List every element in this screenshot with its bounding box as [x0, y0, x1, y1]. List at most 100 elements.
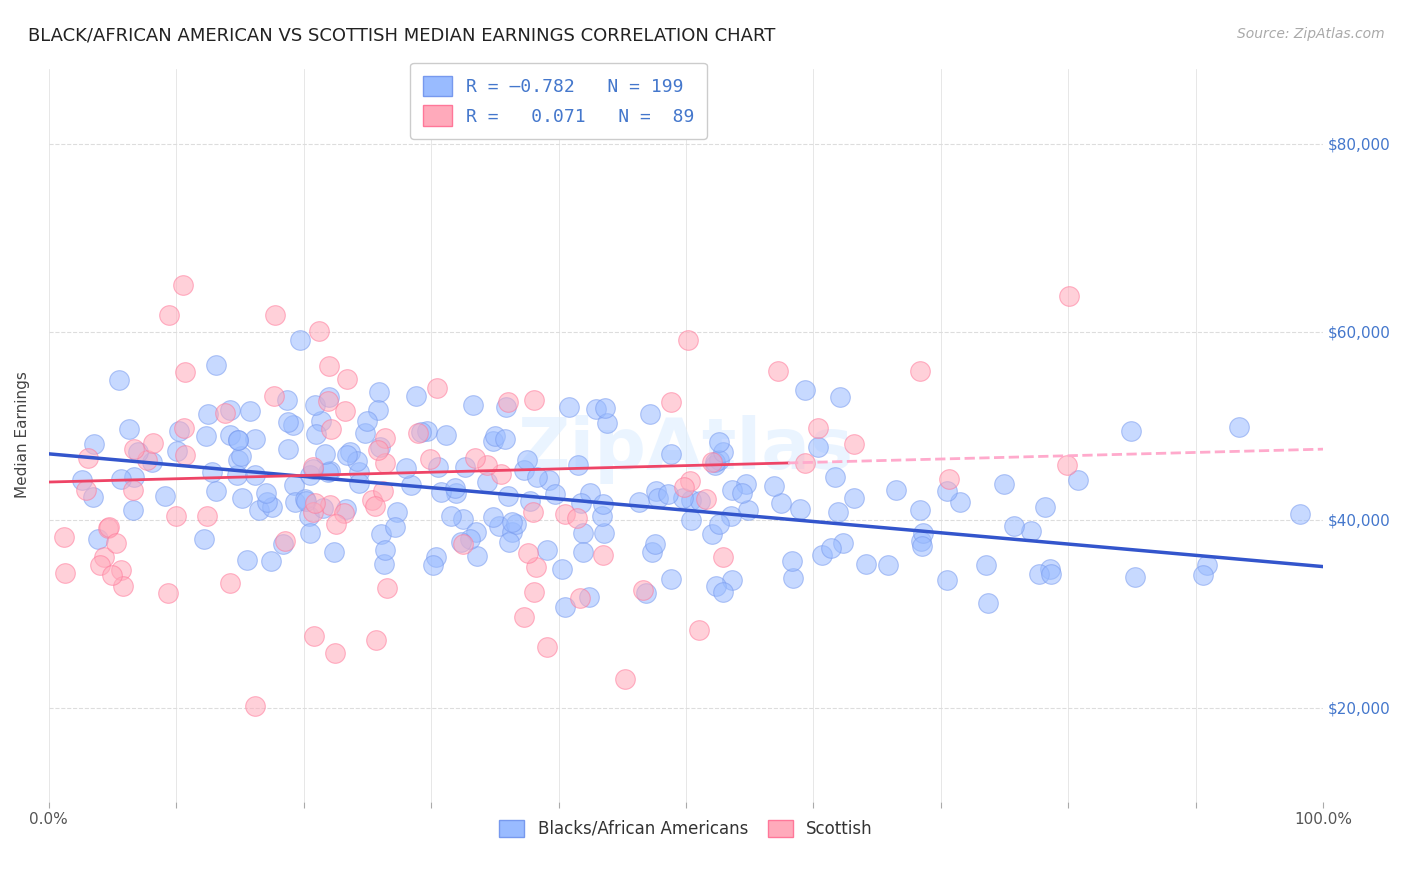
Point: [704, 579, 727, 593]
Point: [218, 575, 240, 590]
Point: [644, 483, 666, 498]
Point: [454, 459, 477, 474]
Point: [634, 585, 657, 599]
Point: [488, 519, 510, 533]
Point: [193, 532, 215, 546]
Point: [585, 401, 607, 416]
Point: [884, 483, 907, 498]
Point: [173, 448, 195, 462]
Point: [195, 509, 218, 524]
Point: [97, 521, 120, 535]
Point: [429, 485, 451, 500]
Point: [977, 596, 1000, 610]
Point: [522, 505, 544, 519]
Point: [333, 506, 356, 520]
Point: [228, 434, 250, 448]
Point: [707, 453, 730, 467]
Point: [110, 472, 132, 486]
Point: [593, 525, 616, 540]
Point: [374, 431, 396, 445]
Point: [295, 494, 318, 508]
Point: [142, 436, 165, 450]
Point: [1289, 508, 1312, 522]
Point: [427, 460, 450, 475]
Point: [201, 465, 224, 479]
Point: [408, 425, 430, 440]
Point: [243, 699, 266, 714]
Point: [936, 573, 959, 587]
Point: [322, 545, 344, 559]
Point: [766, 364, 789, 378]
Point: [121, 503, 143, 517]
Point: [83, 437, 105, 451]
Point: [277, 415, 299, 429]
Point: [495, 400, 517, 414]
Point: [1056, 458, 1078, 472]
Point: [256, 494, 278, 508]
Point: [247, 503, 270, 517]
Point: [949, 495, 972, 509]
Point: [298, 468, 321, 483]
Point: [311, 500, 333, 515]
Point: [702, 454, 724, 468]
Point: [141, 455, 163, 469]
Point: [704, 455, 727, 469]
Point: [110, 563, 132, 577]
Point: [76, 451, 98, 466]
Point: [1123, 570, 1146, 584]
Point: [793, 456, 815, 470]
Point: [89, 558, 111, 573]
Point: [707, 434, 730, 449]
Point: [229, 449, 252, 463]
Point: [367, 443, 389, 458]
Point: [465, 549, 488, 564]
Point: [974, 558, 997, 572]
Point: [395, 461, 418, 475]
Point: [721, 574, 744, 588]
Point: [571, 544, 593, 558]
Point: [136, 453, 159, 467]
Point: [538, 473, 561, 487]
Point: [731, 486, 754, 500]
Point: [807, 421, 830, 435]
Point: [993, 477, 1015, 491]
Point: [451, 537, 474, 551]
Point: [283, 478, 305, 492]
Point: [673, 480, 696, 494]
Point: [405, 388, 427, 402]
Point: [226, 433, 249, 447]
Point: [494, 432, 516, 446]
Point: [323, 646, 346, 660]
Point: [118, 422, 141, 436]
Point: [780, 554, 803, 568]
Point: [1057, 289, 1080, 303]
Point: [302, 629, 325, 643]
Point: [1002, 519, 1025, 533]
Point: [93, 550, 115, 565]
Point: [1035, 500, 1057, 515]
Point: [214, 406, 236, 420]
Point: [319, 422, 342, 436]
Point: [367, 402, 389, 417]
Point: [844, 437, 866, 451]
Point: [569, 496, 592, 510]
Point: [197, 407, 219, 421]
Point: [299, 525, 322, 540]
Point: [450, 535, 472, 549]
Point: [419, 451, 441, 466]
Point: [318, 359, 340, 373]
Point: [174, 365, 197, 379]
Point: [97, 519, 120, 533]
Point: [482, 510, 505, 524]
Point: [173, 420, 195, 434]
Y-axis label: Median Earnings: Median Earnings: [15, 372, 30, 499]
Point: [367, 384, 389, 399]
Point: [735, 477, 758, 491]
Point: [551, 562, 574, 576]
Point: [336, 372, 359, 386]
Point: [172, 278, 194, 293]
Legend: Blacks/African Americans, Scottish: Blacks/African Americans, Scottish: [492, 813, 880, 845]
Point: [226, 453, 249, 467]
Point: [243, 433, 266, 447]
Point: [1227, 420, 1250, 434]
